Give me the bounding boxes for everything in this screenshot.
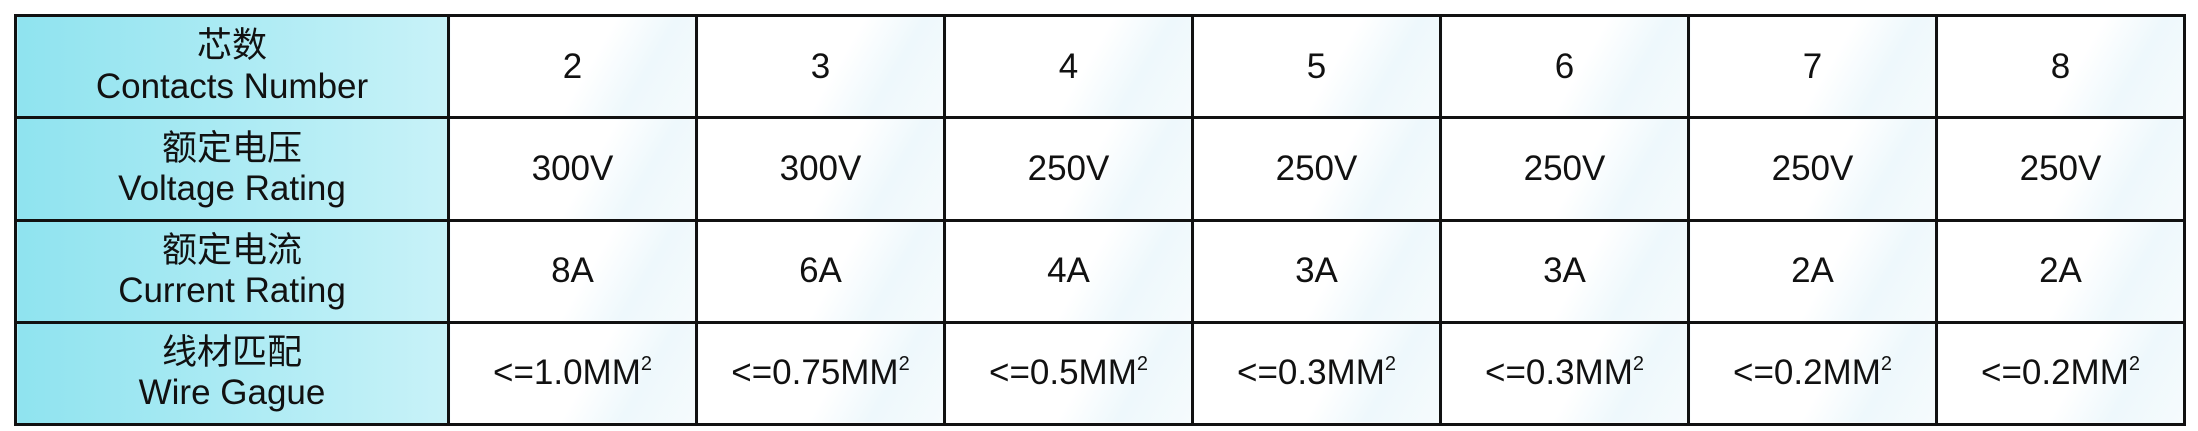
label-zh: 芯数 (196, 26, 267, 66)
cell-superscript: 2 (1880, 353, 1892, 376)
cell-text: 8A (551, 251, 594, 290)
label-en: Wire Gague (138, 373, 326, 413)
table-cell: 6A (695, 218, 946, 324)
spec-table: 芯数 Contacts Number 2 3 4 5 6 7 8 额定电压 Voltage Rati… (14, 13, 2186, 427)
table-cell: <=1.0MM2 (447, 320, 698, 427)
table-cell: 6 (1439, 13, 1690, 120)
cell-text: 250V (2019, 148, 2102, 188)
cell-text: <=0.3MM (1237, 353, 1385, 393)
table-cell: 3A (1439, 218, 1690, 324)
table-cell: 250V (1687, 116, 1938, 222)
table-cell: 4A (943, 218, 1194, 324)
cell-text: <=0.5MM (989, 353, 1137, 393)
cell-text: 300V (531, 148, 614, 188)
table-cell: <=0.2MM2 (1687, 320, 1938, 427)
row-header: 额定电流 Current Rating (14, 218, 450, 324)
cell-superscript: 2 (2128, 353, 2140, 376)
table-cell: <=0.5MM2 (943, 320, 1194, 427)
table-cell: 300V (695, 116, 946, 222)
cell-text: 3A (1543, 251, 1586, 290)
label-zh: 线材匹配 (161, 333, 302, 373)
cell-superscript: 2 (1136, 353, 1148, 376)
cell-text: <=0.75MM (731, 353, 899, 393)
table-cell: 7 (1687, 13, 1938, 120)
cell-superscript: 2 (640, 353, 652, 376)
table-row: 芯数 Contacts Number 2 3 4 5 6 7 8 (14, 13, 2186, 120)
cell-text: <=0.3MM (1485, 353, 1633, 393)
table-cell: 3 (695, 13, 946, 120)
table-cell: 2 (447, 13, 698, 120)
table-cell: 250V (1191, 116, 1442, 222)
table-cell: 250V (1439, 116, 1690, 222)
table-row: 额定电流 Current Rating 8A 6A 4A 3A 3A 2A 2A (14, 218, 2186, 324)
table-cell: 4 (943, 13, 1194, 120)
cell-text: 2A (2039, 251, 2082, 290)
cell-text: 4 (1058, 46, 1079, 86)
table-cell: 8A (447, 218, 698, 324)
table-cell: 2A (1687, 218, 1938, 324)
table-cell: 250V (943, 116, 1194, 222)
cell-text: 250V (1027, 148, 1110, 188)
table-cell: <=0.3MM2 (1439, 320, 1690, 427)
row-header: 芯数 Contacts Number (14, 13, 450, 120)
cell-text: <=0.2MM (1981, 353, 2129, 393)
label-en: Current Rating (118, 271, 346, 311)
label-zh: 额定电流 (161, 230, 302, 270)
cell-text: 2 (562, 46, 583, 86)
cell-superscript: 2 (1384, 353, 1396, 376)
cell-text: 7 (1802, 46, 1823, 86)
table-cell: 5 (1191, 13, 1442, 120)
cell-text: 300V (779, 148, 862, 188)
cell-text: 4A (1047, 251, 1090, 290)
table-row: 线材匹配 Wire Gague <=1.0MM2 <=0.75MM2 <=0.5MM2 <… (14, 320, 2186, 427)
row-header: 线材匹配 Wire Gague (14, 320, 450, 427)
cell-text: 250V (1275, 148, 1358, 188)
cell-text: 8 (2050, 46, 2071, 86)
cell-text: 6 (1554, 46, 1575, 86)
cell-superscript: 2 (1632, 353, 1644, 376)
table-cell: 2A (1935, 218, 2186, 324)
table-cell: 250V (1935, 116, 2186, 222)
label-zh: 额定电压 (161, 128, 302, 168)
row-header: 额定电压 Voltage Rating (14, 116, 450, 222)
table-cell: 300V (447, 116, 698, 222)
table-cell: 8 (1935, 13, 2186, 120)
label-en: Voltage Rating (118, 168, 346, 208)
cell-text: 2A (1791, 251, 1834, 290)
table-cell: 3A (1191, 218, 1442, 324)
cell-text: <=1.0MM (493, 353, 641, 393)
cell-text: 250V (1523, 148, 1606, 188)
table-cell: <=0.3MM2 (1191, 320, 1442, 427)
cell-text: 6A (799, 251, 842, 290)
table-cell: <=0.2MM2 (1935, 320, 2186, 427)
cell-text: 3 (810, 46, 831, 86)
cell-text: <=0.2MM (1733, 353, 1881, 393)
cell-text: 250V (1771, 148, 1854, 188)
table-cell: <=0.75MM2 (695, 320, 946, 427)
cell-text: 5 (1306, 46, 1327, 86)
cell-text: 3A (1295, 251, 1338, 290)
label-en: Contacts Number (95, 66, 369, 106)
cell-superscript: 2 (898, 353, 910, 376)
table-row: 额定电压 Voltage Rating 300V 300V 250V 250V 250V 25… (14, 116, 2186, 222)
